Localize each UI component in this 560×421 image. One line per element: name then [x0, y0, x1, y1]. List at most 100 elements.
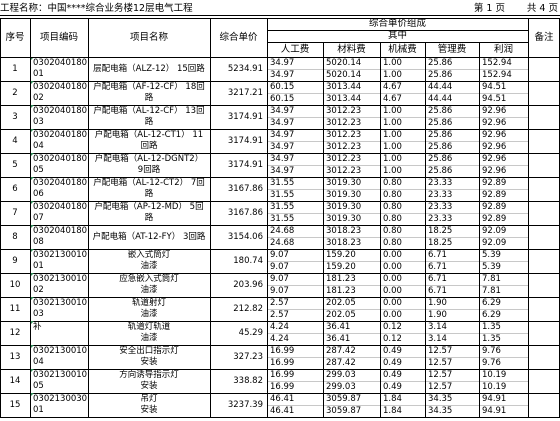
- unit-price-cell: 3174.91: [227, 111, 263, 122]
- management-cell: 23.33: [428, 201, 453, 212]
- profit-cell: 92.96: [482, 153, 507, 164]
- seq-cell: 14: [9, 375, 21, 386]
- material-cell: 3059.87: [326, 405, 362, 416]
- management-cell: 12.57: [428, 357, 453, 368]
- management-cell: 25.86: [428, 69, 453, 80]
- machine-cell: 1.00: [383, 117, 402, 128]
- management-cell: 12.57: [428, 345, 453, 356]
- remarks-cell: [528, 153, 560, 177]
- machine-cell: 0.00: [383, 261, 402, 272]
- column-header-code: 项目编码: [39, 31, 78, 43]
- cell-marker-icon: [30, 201, 34, 205]
- seq-cell: 12: [9, 327, 21, 338]
- material-cell: 287.42: [326, 345, 356, 356]
- row-divider: [0, 249, 560, 250]
- profit-cell: 152.94: [482, 69, 512, 80]
- item-code-text: 030213001004: [33, 346, 88, 367]
- profit-cell: 92.09: [482, 237, 507, 248]
- material-cell: 202.05: [326, 297, 356, 308]
- management-cell: 18.25: [428, 237, 453, 248]
- cell-marker-icon: [30, 297, 34, 301]
- item-code-text: 030213001001: [33, 250, 88, 271]
- column-header-name: 项目名称: [129, 31, 168, 43]
- unit-price-cell: 3237.39: [227, 399, 263, 410]
- material-cell: 3019.30: [326, 189, 362, 200]
- management-cell: 6.71: [428, 285, 447, 296]
- management-cell: 6.71: [428, 273, 447, 284]
- machine-cell: 0.49: [383, 369, 402, 380]
- item-name-cell: 嵌入式筒灯 油漆: [127, 250, 171, 271]
- header-divider: [0, 57, 560, 58]
- labor-cell: 60.15: [270, 93, 295, 104]
- item-code-cell: 030213003001: [30, 393, 88, 417]
- subrow-divider: [267, 237, 528, 238]
- seq-cell: 15: [9, 399, 21, 410]
- cell-marker-icon: [30, 105, 34, 109]
- management-cell: 1.90: [428, 309, 447, 320]
- column-divider: [30, 18, 31, 417]
- item-name-cell: 安全出口指示灯 安装: [119, 346, 179, 367]
- remarks-cell: [528, 273, 560, 297]
- labor-cell: 16.99: [270, 345, 295, 356]
- column-divider: [528, 18, 529, 417]
- unit-price-cell: 45.29: [238, 327, 263, 338]
- seq-cell: 4: [12, 135, 18, 146]
- machine-cell: 0.00: [383, 297, 402, 308]
- seq-cell: 8: [12, 231, 18, 242]
- labor-cell: 9.07: [270, 273, 289, 284]
- item-code-cell: 030204018005: [30, 153, 88, 177]
- unit-price-cell: 212.82: [233, 303, 263, 314]
- column-divider: [380, 42, 381, 417]
- item-name-cell: 方向诱导指示灯 安装: [119, 370, 179, 391]
- item-code-text: 补: [33, 322, 42, 332]
- profit-cell: 10.19: [482, 369, 507, 380]
- item-code-text: 030204018002: [33, 82, 88, 103]
- row-divider: [0, 273, 560, 274]
- unit-price-cell: 3167.86: [227, 183, 263, 194]
- remarks-cell: [528, 321, 560, 345]
- subrow-divider: [267, 405, 528, 406]
- seq-cell: 2: [12, 87, 18, 98]
- labor-cell: 24.68: [270, 237, 295, 248]
- labor-cell: 9.07: [270, 261, 289, 272]
- profit-cell: 94.91: [482, 393, 507, 404]
- management-cell: 23.33: [428, 189, 453, 200]
- material-cell: 3013.44: [326, 81, 362, 92]
- cell-marker-icon: [30, 177, 34, 181]
- item-name-cell: 轨道灯轨道 油漆: [127, 322, 171, 343]
- profit-cell: 1.35: [482, 333, 501, 344]
- cell-marker-icon: [30, 129, 34, 133]
- unit-price-cell: 203.96: [233, 279, 263, 290]
- column-header-management: 管理费: [437, 43, 467, 55]
- machine-cell: 1.00: [383, 57, 402, 68]
- column-divider: [479, 42, 480, 417]
- row-divider: [0, 321, 560, 322]
- item-code-cell: 030213001005: [30, 369, 88, 393]
- machine-cell: 0.80: [383, 225, 402, 236]
- subrow-divider: [267, 93, 528, 94]
- machine-cell: 1.00: [383, 69, 402, 80]
- remarks-cell: [528, 129, 560, 153]
- management-cell: 3.14: [428, 321, 447, 332]
- unit-price-cell: 180.74: [233, 255, 263, 266]
- remarks-cell: [528, 225, 560, 249]
- profit-cell: 92.96: [482, 141, 507, 152]
- row-divider: [0, 369, 560, 370]
- labor-cell: 2.57: [270, 297, 289, 308]
- subrow-divider: [267, 213, 528, 214]
- material-cell: 36.41: [326, 321, 351, 332]
- machine-cell: 0.00: [383, 273, 402, 284]
- remarks-cell: [528, 177, 560, 201]
- cell-marker-icon: [30, 81, 34, 85]
- subrow-divider: [267, 117, 528, 118]
- profit-cell: 92.96: [482, 117, 507, 128]
- material-cell: 36.41: [326, 333, 351, 344]
- remarks-cell: [528, 105, 560, 129]
- material-cell: 3019.30: [326, 213, 362, 224]
- machine-cell: 0.00: [383, 309, 402, 320]
- machine-cell: 0.80: [383, 213, 402, 224]
- remarks-cell: [528, 345, 560, 369]
- item-name-cell: 户配电箱（AL-12-CT1） 11回路: [94, 130, 204, 151]
- subrow-divider: [267, 285, 528, 286]
